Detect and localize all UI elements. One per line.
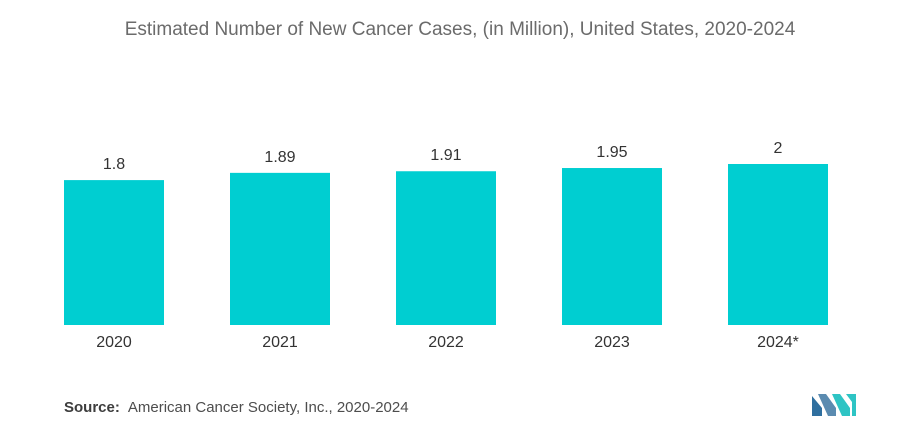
x-tick-label-2023: 2023 xyxy=(594,334,630,351)
x-tick-label-2021: 2021 xyxy=(262,334,298,351)
bar-2024* xyxy=(728,164,828,325)
source-line: Source: American Cancer Society, Inc., 20… xyxy=(64,399,409,416)
bar-2021 xyxy=(230,172,330,325)
bar-2023 xyxy=(562,168,662,325)
data-label-2020: 1.8 xyxy=(103,156,125,173)
data-label-2022: 1.91 xyxy=(430,147,461,164)
data-label-2021: 1.89 xyxy=(264,149,295,166)
chart-title: Estimated Number of New Cancer Cases, (i… xyxy=(124,19,796,40)
mordor-intelligence-logo-icon xyxy=(812,394,856,416)
x-tick-label-2022: 2022 xyxy=(428,334,464,351)
bar-2022 xyxy=(396,171,496,325)
bar-2020 xyxy=(64,180,164,325)
data-label-2024*: 2 xyxy=(774,140,783,157)
data-label-2023: 1.95 xyxy=(596,144,627,161)
source-label: Source: xyxy=(64,399,120,416)
x-tick-label-2020: 2020 xyxy=(96,334,132,351)
x-tick-label-2024*: 2024* xyxy=(757,334,799,351)
source-text: American Cancer Society, Inc., 2020-2024 xyxy=(127,399,409,416)
